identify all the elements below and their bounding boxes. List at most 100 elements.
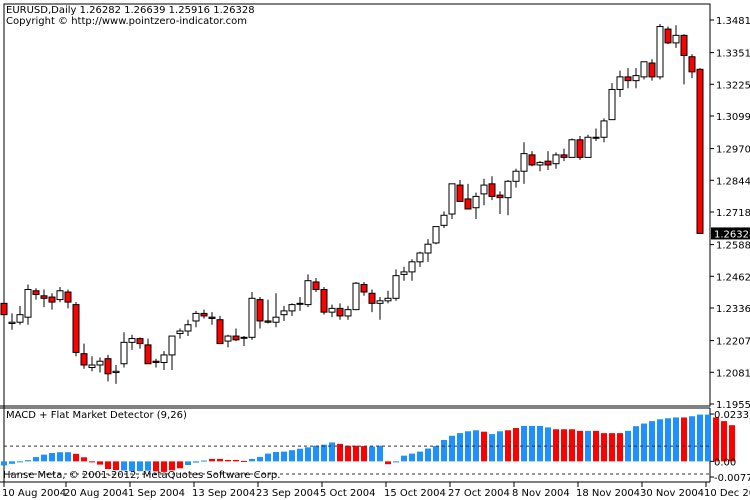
macd-bar [553,429,559,462]
price-tick-label: 1.29700 [716,145,750,156]
candle [296,297,304,311]
time-tick-label: 5 Oct 2004 [320,488,375,499]
candle [24,284,32,325]
macd-bar [529,425,535,462]
candle [456,180,464,202]
macd-bar [321,444,327,462]
candle [512,168,520,188]
macd-bar [513,428,519,462]
candle [360,281,368,296]
macd-bar [153,461,159,472]
macd-bar [305,447,311,462]
candle [176,328,184,339]
macd-bar [25,460,31,462]
macd-bar [609,433,615,462]
macd-bar [433,446,439,462]
candle [368,289,376,313]
macd-bar [345,445,351,462]
macd-bar [721,421,727,462]
macd-bar [57,452,63,462]
candle [496,191,504,215]
macd-bar [593,430,599,462]
candle [96,357,104,373]
current-price-badge [711,227,750,240]
macd-bar [361,446,367,462]
candle [248,292,256,340]
current-price-label: 1.26328 [714,229,750,240]
price-tick-label: 1.25885 [716,241,750,252]
macd-bar [337,443,343,462]
macd-bar [417,451,423,462]
macd-bar [569,429,575,462]
candle [256,297,264,329]
macd-bar [281,451,287,462]
candle [112,364,120,384]
candle [520,142,528,184]
macd-bar [65,452,71,462]
candle [160,351,168,371]
candle [16,305,24,325]
candle [680,34,688,85]
candle [56,286,64,303]
candle [120,332,128,368]
candle [648,59,656,81]
candle [472,192,480,220]
macd-bar [537,425,543,462]
macd-bar [441,440,447,462]
time-tick-label: 15 Oct 2004 [384,488,446,499]
candle [304,274,312,308]
macd-bar [265,453,271,462]
candle [448,183,456,220]
macd-bar [41,454,47,462]
macd-bar [561,429,567,462]
macd-bar [121,461,127,471]
macd-bar [393,461,399,463]
macd-bar [81,457,87,462]
price-pane-frame [3,3,711,407]
macd-bar [329,442,335,462]
macd-bar [705,414,711,462]
candle [576,136,584,160]
price-tick-label: 1.20810 [716,368,750,379]
candle [184,319,192,337]
candle [480,178,488,206]
candle [280,305,288,321]
time-tick-label: 1 Sep 2004 [128,488,185,499]
candle [48,293,56,310]
candle [224,334,232,348]
macd-bar [369,446,375,462]
price-tick-label: 1.30995 [716,112,750,123]
macd-bar [409,453,415,462]
macd-bar [617,433,623,462]
indicator-title: MACD + Flat Market Detector (9,26) [6,410,187,421]
macd-bar [105,461,111,470]
macd-bar [377,445,383,462]
macd-bar [185,461,191,466]
candle [408,259,416,281]
candle [320,286,328,315]
macd-bar [177,461,183,469]
time-tick-label: 20 Aug 2004 [64,488,128,499]
candle [32,288,40,300]
indicator-tick-label: 0.00 [714,457,736,468]
candle [208,312,216,325]
indicator-tick-label: -0.0077 [714,473,750,484]
candle [240,336,248,347]
macd-bar [681,417,687,462]
macd-bar [665,418,671,462]
candle [40,289,48,308]
candle [464,183,472,210]
macd-bar [729,425,735,462]
candle [272,293,280,328]
price-tick-label: 1.33515 [716,49,750,60]
candle [144,338,152,365]
macd-bar [233,459,239,462]
candle [72,302,80,357]
candle [624,68,632,89]
macd-bar [161,461,167,472]
indicator-tick-label: 0.0233 [714,410,749,421]
price-tick-label: 1.34810 [716,16,750,27]
macd-bar [401,455,407,462]
price-tick-label: 1.24625 [716,272,750,283]
